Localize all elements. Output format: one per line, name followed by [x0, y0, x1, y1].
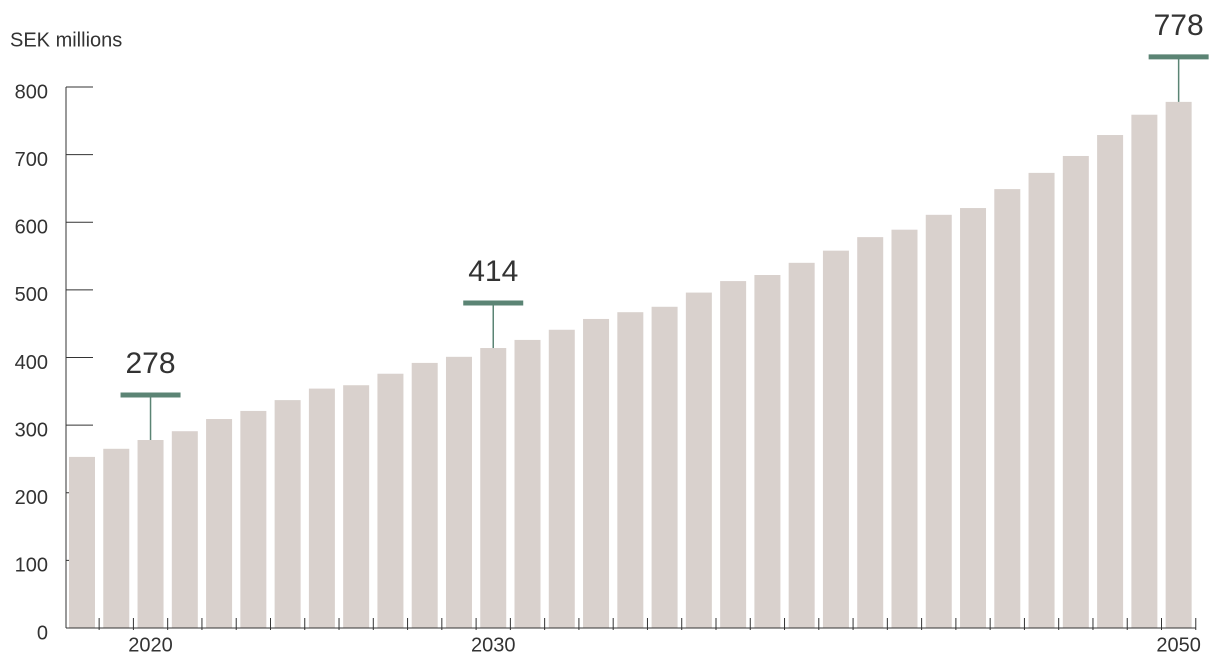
- value-label: 778: [1154, 9, 1204, 42]
- bar: [617, 312, 644, 628]
- bar: [445, 356, 472, 628]
- y-tick-label: 800: [15, 81, 48, 103]
- bar: [720, 281, 747, 628]
- bar: [994, 189, 1021, 628]
- bar: [754, 274, 781, 628]
- bar: [651, 306, 678, 628]
- bar: [343, 385, 370, 628]
- bar: [822, 250, 849, 628]
- bar: [103, 448, 130, 628]
- bar: [480, 348, 507, 628]
- y-tick-label: 700: [15, 149, 48, 171]
- y-tick-label: 400: [15, 352, 48, 374]
- bar: [514, 339, 541, 628]
- bar: [1028, 172, 1055, 629]
- y-tick-label: 0: [37, 622, 48, 644]
- y-tick-label: 200: [15, 487, 48, 509]
- bar: [1165, 101, 1192, 628]
- y-tick-label: 300: [15, 419, 48, 441]
- bar: [171, 431, 198, 628]
- y-tick-label: 100: [15, 555, 48, 577]
- bar: [137, 440, 164, 628]
- bar: [1097, 135, 1124, 629]
- bar: [548, 329, 575, 628]
- y-tick-label: 600: [15, 217, 48, 239]
- bar: [925, 214, 952, 628]
- bar: [377, 373, 404, 628]
- x-tick-label: 2050: [1156, 634, 1201, 656]
- y-tick-label: 500: [15, 284, 48, 306]
- bar: [308, 388, 335, 628]
- bar: [274, 400, 301, 628]
- value-label: 414: [468, 255, 518, 288]
- bar: [788, 262, 815, 628]
- bar: [1131, 114, 1158, 628]
- value-label: 278: [126, 347, 176, 380]
- bar: [69, 456, 95, 628]
- bar: [240, 410, 267, 628]
- bar: [206, 419, 233, 628]
- bar: [1062, 155, 1089, 629]
- bar: [891, 229, 918, 628]
- x-tick-label: 2030: [471, 634, 516, 656]
- y-axis-label: SEK millions: [10, 29, 122, 51]
- bar: [685, 292, 712, 628]
- x-tick-label: 2020: [128, 634, 173, 656]
- bar: [411, 362, 438, 628]
- bar: [583, 318, 610, 628]
- bar: [857, 237, 884, 628]
- bar: [960, 208, 987, 628]
